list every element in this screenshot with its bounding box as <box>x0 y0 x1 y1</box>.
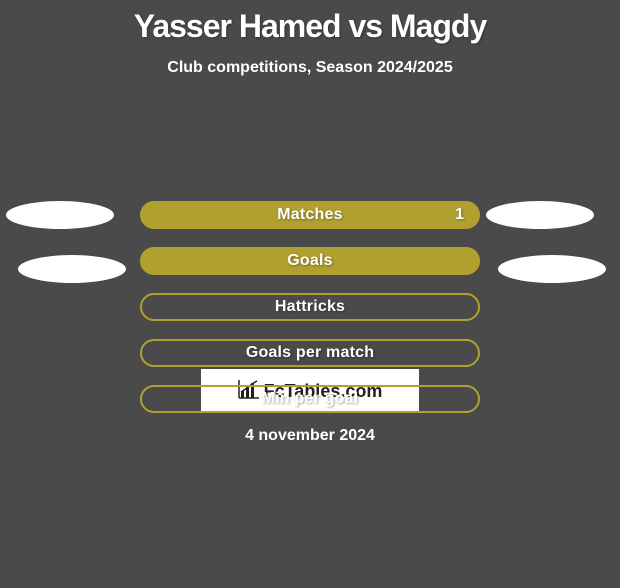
stat-row: Goals per match <box>140 339 480 367</box>
stat-row: Matches 1 <box>140 201 480 229</box>
stat-row: Hattricks <box>140 293 480 321</box>
avatar-player1-top <box>6 201 114 229</box>
page-subtitle: Club competitions, Season 2024/2025 <box>0 59 620 77</box>
stat-label: Goals <box>287 252 332 270</box>
stat-label: Matches <box>277 206 342 224</box>
stat-value-right: 1 <box>455 206 464 224</box>
stat-label: Min per goal <box>262 390 359 408</box>
stats-area: Matches1GoalsHattricksGoals per matchMin… <box>0 77 620 351</box>
stat-row: Goals <box>140 247 480 275</box>
stat-row: Min per goal <box>140 385 480 413</box>
avatar-player2-bottom <box>498 255 606 283</box>
footer-date: 4 november 2024 <box>0 427 620 445</box>
avatar-player2-top <box>486 201 594 229</box>
stat-label: Goals per match <box>246 344 374 362</box>
page-title: Yasser Hamed vs Magdy <box>0 8 620 45</box>
stat-label: Hattricks <box>275 298 345 316</box>
avatar-player1-bottom <box>18 255 126 283</box>
